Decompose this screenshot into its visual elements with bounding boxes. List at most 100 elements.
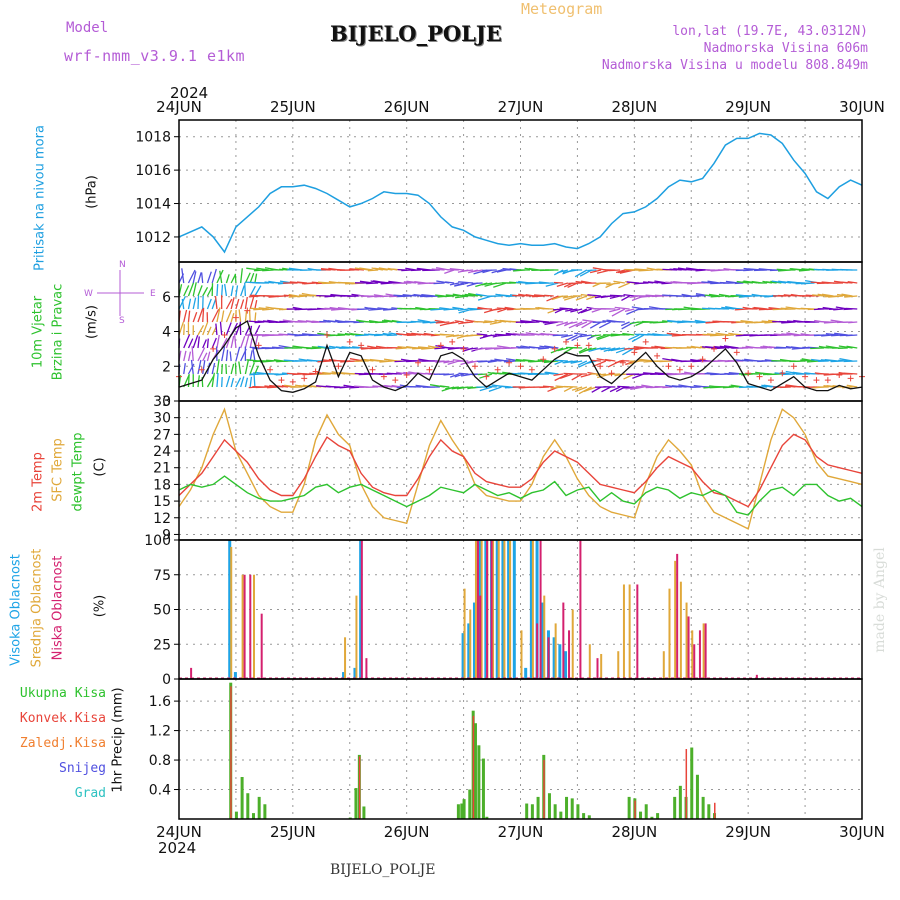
wind-gust-marker (711, 345, 718, 352)
wind-barb (225, 274, 230, 284)
wind-barb (554, 359, 568, 362)
wind-barb (283, 294, 293, 297)
wind-barb (545, 282, 559, 287)
wind-barb (559, 307, 573, 310)
time-label-top: 26JUN (383, 98, 430, 116)
wind-barb (574, 386, 588, 393)
temp-label-sfc: SFC Temp (50, 438, 66, 502)
wind-barb (375, 321, 388, 324)
wind-barb (349, 268, 365, 271)
wind-barb (563, 386, 573, 393)
wind-barb (596, 334, 611, 341)
wind-barb (216, 283, 219, 297)
wind-barb (435, 321, 450, 324)
wind-barb (596, 334, 607, 339)
wind-barb (546, 295, 559, 302)
pressure-unit: (hPa) (84, 175, 100, 209)
low-cloud-bar (698, 630, 701, 679)
station-title: BIJELO_POLJE (330, 21, 502, 46)
total-rain-bar (587, 815, 591, 819)
wind-barb (202, 352, 208, 362)
wind-barb (449, 373, 460, 378)
wind-gust-marker (392, 377, 399, 384)
wind-barb (800, 359, 810, 362)
y-tick-label: 21 (153, 461, 171, 477)
elevation-label: Nadmorska Visina 606m (703, 41, 868, 56)
wind-gust-marker (449, 338, 456, 345)
low-cloud-bar (547, 637, 550, 679)
wind-barb (187, 298, 192, 310)
wind-barb (229, 351, 232, 362)
wind-barb (183, 334, 191, 349)
cloud-label-mid: Srednja Oblacnost (29, 548, 45, 668)
low-cloud-bar (536, 623, 539, 679)
wind-barb (397, 295, 412, 298)
wind-barb (579, 334, 592, 338)
wind-barb (617, 269, 630, 274)
wind-barb (554, 373, 569, 382)
wind-barb (577, 308, 588, 315)
wind-barb (615, 269, 626, 274)
wind-barb (266, 359, 279, 362)
high-cloud-bar (529, 540, 533, 679)
total-rain-bar (639, 811, 643, 819)
wind-barb (761, 320, 772, 323)
wind-barb (613, 280, 625, 284)
wind-barb (445, 281, 455, 284)
wind-gust-marker (255, 342, 262, 349)
wind-gust-marker (312, 368, 319, 375)
wind-barb (833, 308, 844, 311)
mid-cloud-bar (469, 609, 472, 679)
wind-barb (591, 386, 602, 393)
wind-barb (452, 306, 464, 310)
wind-barb (459, 386, 474, 389)
wind-barb (445, 386, 459, 390)
wind-barb (812, 294, 825, 297)
wind-barb (498, 385, 512, 388)
wind-barb (292, 306, 303, 310)
wind-barb (224, 283, 228, 297)
wind-barb (359, 267, 374, 271)
high-cloud-bar (552, 637, 556, 679)
wind-barb (254, 285, 262, 297)
panel-frame (178, 400, 863, 541)
wind-barb (760, 346, 772, 349)
wind-gust-marker (483, 373, 490, 380)
wind-barb (383, 319, 398, 323)
mid-cloud-bar (531, 540, 534, 679)
wind-barb (639, 295, 654, 298)
wind-barb (651, 346, 663, 349)
wind-barb (431, 268, 445, 271)
y-tick-label: 15 (153, 494, 171, 510)
total-rain-bar (707, 804, 711, 819)
y-tick-label: 1012 (135, 230, 171, 246)
wind-gust-marker (358, 342, 365, 349)
time-label-bottom: 26JUN (383, 823, 430, 841)
wind-barb (630, 386, 644, 390)
wind-barb (238, 309, 242, 323)
cloud-label-low: Niska Oblacnost (50, 555, 66, 661)
total-rain-bar (644, 804, 648, 819)
wind-barb (558, 295, 568, 298)
wind-barb (544, 345, 559, 349)
lonlat-label: lon,lat (19.7E, 43.0312N) (672, 24, 868, 39)
y-tick-label: 100 (144, 533, 171, 549)
wind-barb (556, 321, 569, 327)
wind-barb (568, 321, 583, 329)
wind-barb (449, 267, 464, 271)
wind-barb (386, 334, 398, 337)
wind-barb (303, 282, 317, 285)
wind-barb (258, 307, 270, 310)
y-tick-label: 33 (153, 394, 171, 410)
wind-barb (221, 364, 223, 375)
wind-gust-marker (528, 366, 535, 373)
wind-gust-marker (289, 378, 296, 385)
wind-barb (845, 334, 858, 337)
wind-barb (825, 332, 839, 336)
wind-barb (367, 269, 379, 272)
time-label-bottom: 25JUN (269, 823, 316, 841)
high-cloud-bar (342, 672, 346, 679)
wind-barb (609, 308, 621, 313)
wind-barb (471, 269, 483, 273)
wind-barb (564, 295, 578, 301)
